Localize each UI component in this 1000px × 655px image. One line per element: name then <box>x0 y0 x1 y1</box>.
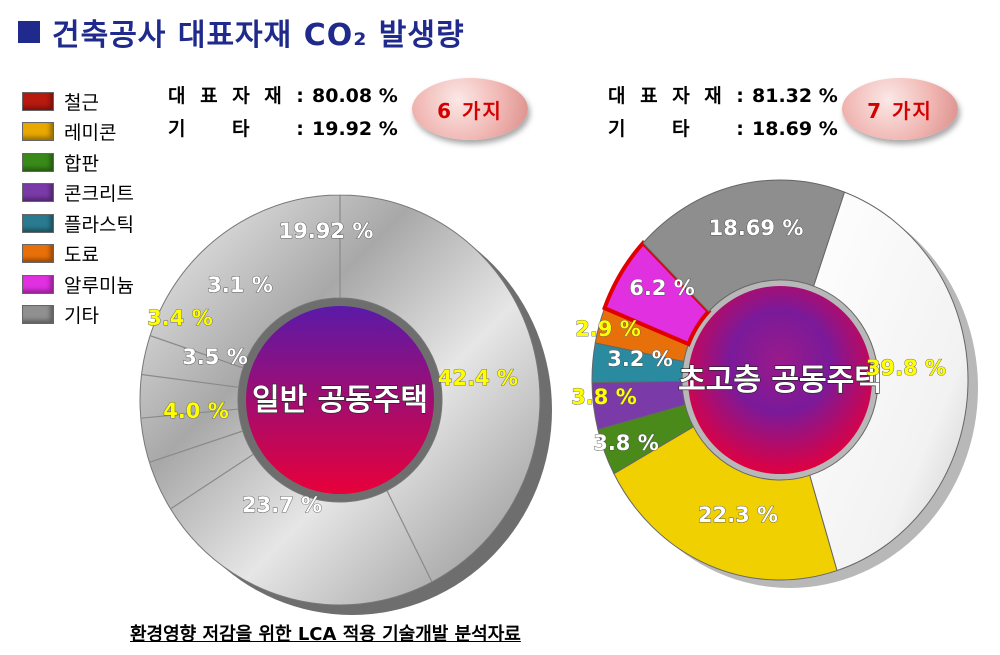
legend-label: 철근 <box>64 91 99 114</box>
legend-item: 기타 <box>22 300 134 331</box>
legend-label: 알루미늄 <box>64 274 134 297</box>
legend-label: 합판 <box>64 152 99 175</box>
legend-item: 철근 <box>22 86 134 117</box>
chart-title: 초고층 공동주택 <box>678 363 882 398</box>
slice-separator <box>149 335 244 369</box>
page-title-text: 건축공사 대표자재 CO₂ 발생량 <box>52 18 465 53</box>
legend-swatch <box>22 213 54 233</box>
slice-label: 39.8 % <box>866 356 946 380</box>
slice-separator <box>149 430 244 463</box>
legend-swatch <box>22 244 54 264</box>
donut-center <box>688 286 872 474</box>
colon: : <box>736 85 744 107</box>
right-count-badge: 7 가지 <box>842 78 958 140</box>
slice-label: 3.5 % <box>182 345 248 369</box>
other-key: 기 타 <box>608 118 694 140</box>
other-value: 19.92 % <box>312 118 398 140</box>
left-count-badge: 6 가지 <box>412 78 528 140</box>
chart-title: 일반 공동주택 <box>252 383 428 418</box>
legend-swatch <box>22 305 54 325</box>
legend-swatch <box>22 183 54 203</box>
legend: 철근 레미콘 합판 콘크리트 플라스틱 도료 알루미늄 기타 <box>22 86 134 330</box>
donut-center <box>246 306 434 494</box>
slice-separator <box>386 490 433 583</box>
slice-separator <box>140 408 239 419</box>
slice-철근 <box>809 191 969 572</box>
legend-label: 기타 <box>64 305 99 328</box>
chart-general-housing: 일반 공동주택 42.4 % 23.7 % 4.0 % 3.5 % 3.4 % 3.1 % 1… <box>139 194 552 615</box>
slice-separator <box>141 373 239 388</box>
slice-label: 4.0 % <box>163 399 229 423</box>
slice-label: 23.7 % <box>242 493 322 517</box>
legend-label: 플라스틱 <box>64 213 134 236</box>
legend-label: 도료 <box>64 244 99 267</box>
rep-value: 80.08 % <box>312 85 398 107</box>
slice-기타 <box>642 179 846 313</box>
slice-label: 3.8 % <box>571 385 637 409</box>
colon: : <box>296 118 304 140</box>
legend-item: 레미콘 <box>22 117 134 148</box>
legend-item: 플라스틱 <box>22 208 134 239</box>
rep-key: 대 표 자 재 <box>608 85 726 107</box>
legend-item: 콘크리트 <box>22 178 134 209</box>
legend-swatch <box>22 274 54 294</box>
legend-swatch <box>22 152 54 172</box>
legend-item: 알루미늄 <box>22 269 134 300</box>
slice-label: 19.92 % <box>279 219 374 243</box>
right-stats: 대 표 자 재:81.32 % 기 타:18.69 % <box>608 80 838 146</box>
legend-swatch <box>22 91 54 111</box>
slice-label: 3.2 % <box>607 347 673 371</box>
slice-label: 6.2 % <box>629 276 695 300</box>
left-stats: 대 표 자 재:80.08 % 기 타:19.92 % <box>168 80 398 146</box>
rep-key: 대 표 자 재 <box>168 85 286 107</box>
slice-label: 3.8 % <box>593 431 659 455</box>
legend-item: 도료 <box>22 239 134 270</box>
slice-label: 2.9 % <box>575 317 641 341</box>
slice-label: 42.4 % <box>438 366 518 390</box>
source-caption: 환경영향 저감을 위한 LCA 적용 기술개발 분석자료 <box>130 624 521 645</box>
rep-value: 81.32 % <box>752 85 838 107</box>
colon: : <box>296 85 304 107</box>
slice-label: 18.69 % <box>709 216 804 240</box>
title-square-icon <box>18 21 40 43</box>
legend-label: 레미콘 <box>64 122 117 145</box>
slice-separator <box>170 453 254 510</box>
donut-ring <box>139 194 541 606</box>
legend-label: 콘크리트 <box>64 183 134 206</box>
slice-label: 22.3 % <box>698 503 778 527</box>
slice-label: 3.4 % <box>147 306 213 330</box>
page-title: 건축공사 대표자재 CO₂ 발생량 <box>18 10 465 54</box>
legend-item: 합판 <box>22 147 134 178</box>
other-key: 기 타 <box>168 118 254 140</box>
slice-레미콘 <box>613 426 838 581</box>
colon: : <box>736 118 744 140</box>
legend-swatch <box>22 122 54 142</box>
slice-label: 3.1 % <box>207 273 273 297</box>
other-value: 18.69 % <box>752 118 838 140</box>
